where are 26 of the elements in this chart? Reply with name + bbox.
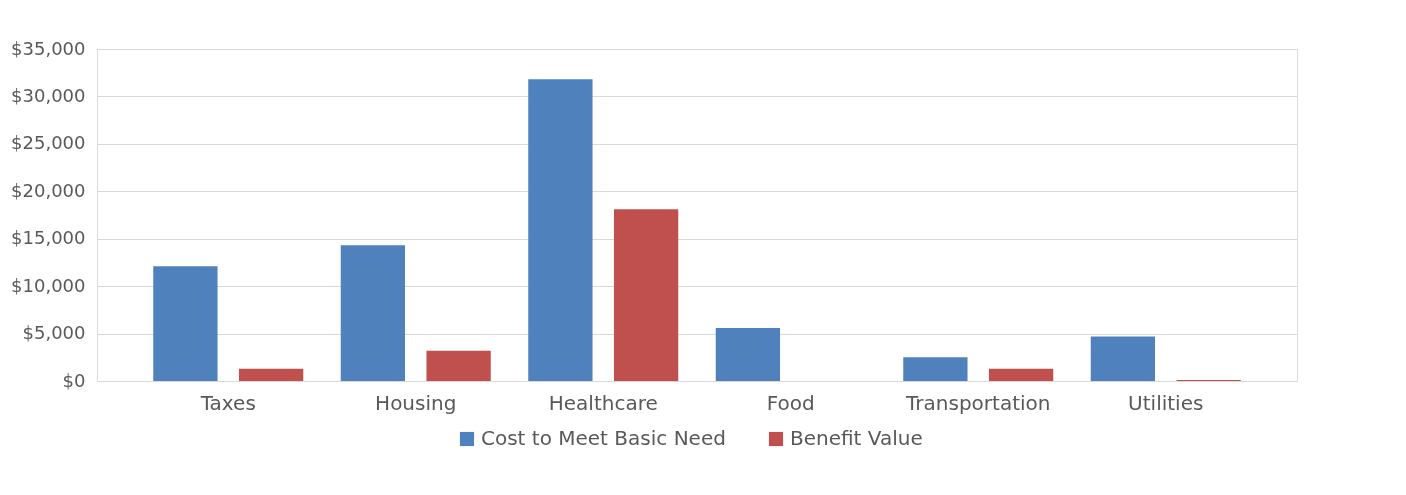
x-tick-label: Healthcare [548, 390, 658, 415]
bar [340, 245, 406, 381]
bar [715, 327, 781, 381]
bar [988, 368, 1054, 381]
y-tick-label: $0 [62, 369, 86, 391]
x-tick-label: Transportation [905, 390, 1051, 415]
legend-label: Cost to Meet Basic Need [481, 426, 726, 450]
y-tick-label: $30,000 [11, 84, 86, 106]
x-tick-label: Taxes [199, 390, 256, 415]
x-tick-label: Housing [375, 390, 457, 415]
legend-label: Benefit Value [790, 426, 923, 450]
bar [613, 209, 679, 381]
y-tick-label: $35,000 [11, 37, 86, 59]
y-tick-label: $5,000 [22, 322, 86, 344]
bar [426, 350, 491, 381]
bar [238, 368, 304, 381]
y-tick-label: $25,000 [11, 132, 86, 154]
bar [528, 79, 593, 381]
y-tick-label: $15,000 [11, 227, 86, 249]
bar [153, 266, 218, 381]
bar [903, 357, 968, 381]
x-tick-label: Utilities [1128, 390, 1204, 415]
x-tick-label: Food [766, 390, 815, 415]
bar [1090, 336, 1156, 381]
y-tick-label: $10,000 [11, 274, 86, 296]
y-tick-label: $20,000 [11, 179, 86, 201]
